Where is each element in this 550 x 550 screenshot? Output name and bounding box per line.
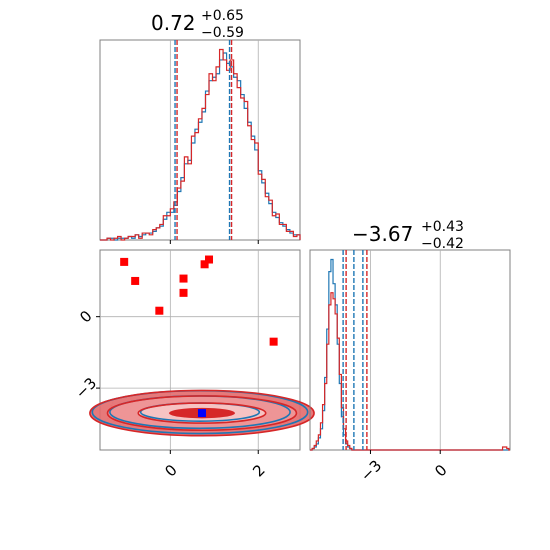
red-point-marker bbox=[269, 337, 278, 346]
hist-p1-panel bbox=[309, 249, 511, 451]
axis-ticks: 0 2 −3 −3 0 0 bbox=[72, 240, 451, 485]
blue-point-marker bbox=[197, 409, 206, 418]
title-p0-minus: −0.59 bbox=[201, 25, 244, 41]
title-p0-plus: +0.65 bbox=[201, 8, 244, 24]
joint-x-tick-label: 2 bbox=[249, 461, 268, 480]
joint-markers bbox=[120, 255, 278, 418]
red-point-marker bbox=[131, 276, 140, 285]
title-p0-value: 0.72 bbox=[151, 11, 196, 35]
hist-p1-quantile-lines bbox=[342, 250, 368, 450]
contour-line-red bbox=[137, 402, 267, 424]
hist-p1-x-tick-label: 0 bbox=[431, 461, 450, 480]
red-point-marker bbox=[179, 274, 188, 283]
red-point-marker bbox=[155, 306, 164, 315]
hist-p0-grid bbox=[169, 40, 259, 240]
hist-p0-red-series bbox=[100, 48, 301, 241]
hist-p0-quantile-lines bbox=[174, 40, 233, 240]
hist-p0-blue-series bbox=[100, 52, 301, 241]
joint-y-tick-label: 0 bbox=[76, 307, 95, 326]
joint-frame bbox=[99, 249, 301, 451]
title-p1-minus: −0.42 bbox=[421, 236, 464, 252]
hist-p1-grid bbox=[370, 250, 441, 450]
hist-p1-frame bbox=[309, 249, 511, 451]
red-point-marker bbox=[200, 260, 209, 269]
joint-x-tick-label: 0 bbox=[161, 461, 180, 480]
hist-p0-frame bbox=[99, 39, 301, 241]
contour-line-red bbox=[89, 389, 315, 437]
hist-p1-red-series bbox=[310, 292, 510, 451]
title-p1-plus: +0.43 bbox=[421, 219, 464, 235]
contour-line-red bbox=[106, 395, 298, 432]
hist-p0-series bbox=[100, 48, 301, 241]
joint-y-tick-label: −3 bbox=[72, 374, 100, 402]
hist-p1-x-tick-label: −3 bbox=[357, 457, 385, 485]
title-p1-value: −3.67 bbox=[352, 222, 413, 246]
red-point-marker bbox=[179, 288, 188, 297]
red-point-marker bbox=[120, 257, 129, 266]
red-point-marker bbox=[205, 255, 214, 264]
hist-p1-series bbox=[310, 258, 510, 451]
hist-p0-panel bbox=[99, 39, 301, 241]
joint-panel bbox=[89, 249, 315, 451]
